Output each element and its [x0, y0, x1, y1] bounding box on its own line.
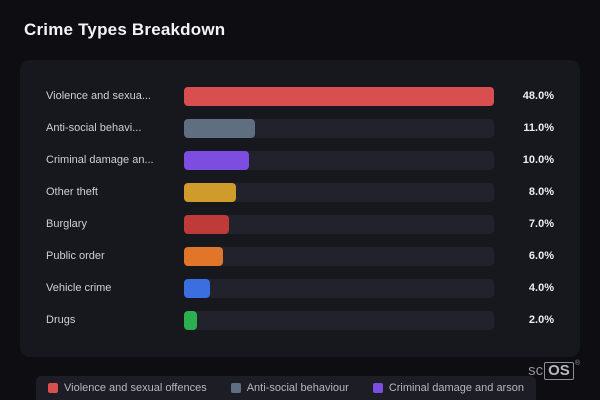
bar-track: [184, 86, 494, 106]
legend-swatch: [230, 383, 241, 393]
bar-track: [184, 118, 494, 138]
bar-row: Anti-social behavi... 11.0%: [46, 112, 554, 144]
bar-row: Public order 6.0%: [46, 240, 554, 272]
category-label: Criminal damage an...: [46, 154, 154, 166]
value-label: 6.0%: [528, 250, 554, 262]
legend-item[interactable]: Violence and sexual offences: [48, 382, 207, 394]
category-label: Other theft: [46, 186, 98, 198]
bar-track: [184, 278, 494, 298]
value-label: 48.0%: [522, 90, 554, 102]
bar-track: [184, 182, 494, 202]
bar-row: Vehicle crime 4.0%: [46, 272, 554, 304]
bar[interactable]: [184, 310, 197, 330]
bar[interactable]: [184, 214, 230, 234]
bar[interactable]: [184, 118, 256, 138]
legend-label: Violence and sexual offences: [64, 382, 207, 394]
category-label: Violence and sexua...: [46, 90, 151, 102]
registered-mark-icon: ®: [574, 360, 580, 367]
legend-label: Anti-social behaviour: [246, 382, 349, 394]
legend-swatch: [48, 383, 58, 393]
bar[interactable]: [184, 150, 249, 170]
bar-track: [184, 150, 494, 170]
value-label: 4.0%: [528, 282, 554, 294]
category-label: Vehicle crime: [46, 282, 112, 294]
value-label: 10.0%: [522, 154, 554, 166]
value-label: 2.0%: [528, 314, 554, 326]
bar[interactable]: [184, 246, 223, 266]
legend-swatch: [372, 383, 383, 393]
value-label: 7.0%: [528, 218, 554, 230]
value-label: 11.0%: [523, 122, 554, 134]
page-title: Crime Types Breakdown: [24, 20, 226, 39]
category-label: Public order: [46, 250, 105, 262]
bar-row: Burglary 7.0%: [46, 208, 554, 240]
bar-row: Other theft 8.0%: [46, 176, 554, 208]
scos-logo-prefix: sc: [528, 362, 544, 379]
category-label: Anti-social behavi...: [46, 122, 142, 134]
bar-row: Drugs 2.0%: [46, 304, 554, 336]
bar-track: [184, 214, 494, 234]
legend-item[interactable]: Criminal damage and arson: [372, 382, 524, 394]
bar[interactable]: [184, 86, 494, 106]
bar-track: [184, 246, 494, 266]
bar-row: Violence and sexua... 48.0%: [46, 80, 554, 112]
chart-legend: Violence and sexual offences Anti-social…: [36, 376, 536, 400]
legend-label: Criminal damage and arson: [388, 382, 524, 394]
category-label: Drugs: [46, 314, 76, 326]
bar-track: [184, 310, 494, 330]
scos-logo-box: OS: [544, 362, 574, 380]
bar[interactable]: [184, 182, 236, 202]
bar[interactable]: [184, 278, 210, 298]
value-label: 8.0%: [528, 186, 554, 198]
legend-item[interactable]: Anti-social behaviour: [230, 382, 349, 394]
chart-card: Violence and sexua... 48.0% Anti-social …: [20, 60, 580, 357]
scos-logo: sc OS ®: [528, 360, 580, 380]
bar-row: Criminal damage an... 10.0%: [46, 144, 554, 176]
category-label: Burglary: [46, 218, 87, 230]
